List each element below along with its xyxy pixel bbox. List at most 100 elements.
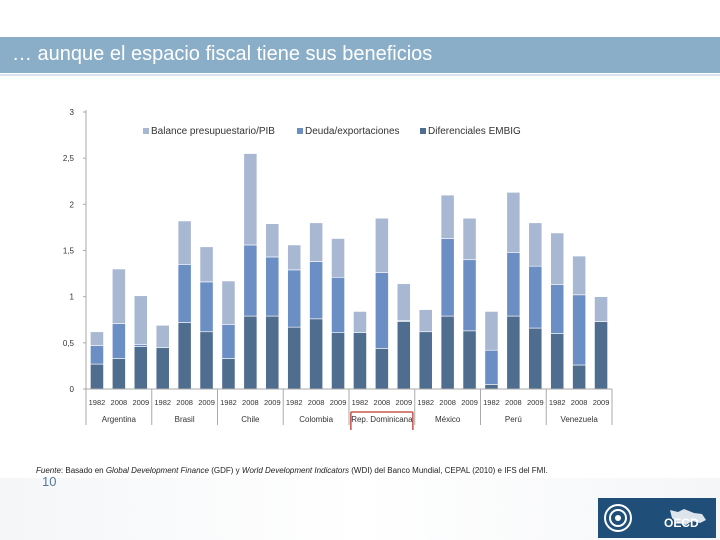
bar-segment xyxy=(594,321,608,390)
bar-segment xyxy=(155,324,170,348)
x-year-label: 1982 xyxy=(154,398,171,407)
x-year-label: 2008 xyxy=(308,398,325,407)
legend-swatch xyxy=(143,128,149,134)
highlight-box xyxy=(350,411,414,430)
x-year-label: 2008 xyxy=(505,398,522,407)
bar-segment xyxy=(440,238,455,317)
legend-label: Diferenciales EMBIG xyxy=(428,126,521,137)
bar-segment xyxy=(572,255,586,296)
bar-segment xyxy=(528,222,543,267)
bars xyxy=(90,153,608,390)
bar-segment xyxy=(221,280,236,325)
x-year-label: 2008 xyxy=(242,398,259,407)
bar-segment xyxy=(462,330,477,390)
bar-segment xyxy=(90,363,104,390)
bar-segment xyxy=(396,321,411,390)
source-note: Fuente: Basado en Global Development Fin… xyxy=(36,466,548,475)
bar-segment xyxy=(353,332,367,390)
x-year-label: 1982 xyxy=(89,398,106,407)
x-year-label: 2008 xyxy=(571,398,588,407)
x-axis: 1982 2008 2009 1982 2008 2009 1982 2008 2009 1982… xyxy=(85,388,613,430)
bar-segment xyxy=(440,194,455,239)
bar-segment xyxy=(528,265,543,329)
bar-segment xyxy=(396,283,411,321)
bar-segment xyxy=(331,332,345,390)
y-tick-label: 2 xyxy=(70,200,75,209)
bar-segment xyxy=(440,315,455,390)
legend-label: Balance presupuestario/PIB xyxy=(151,126,275,137)
x-country-label: Rep. Dominicana xyxy=(351,415,413,424)
x-year-label: 1982 xyxy=(352,398,369,407)
bar-segment xyxy=(199,331,214,390)
chart-legend: Balance presupuestario/PIB Deuda/exportac… xyxy=(143,126,521,137)
bar-segment xyxy=(550,333,565,390)
legend-swatch xyxy=(420,128,426,134)
source-part: (GDF) y xyxy=(209,466,242,475)
x-year-label: 1982 xyxy=(417,398,434,407)
page-number: 10 xyxy=(42,474,57,489)
bar-segment xyxy=(572,364,586,390)
bar-segment xyxy=(155,347,170,390)
bar-segment xyxy=(90,345,104,365)
y-tick-label: 0,5 xyxy=(63,339,75,348)
x-country-label: Chile xyxy=(241,415,260,424)
bar-segment xyxy=(550,232,565,285)
source-part: : Basado en xyxy=(60,466,106,475)
legend-label: Deuda/exportaciones xyxy=(305,126,400,137)
bar-segment xyxy=(221,358,236,390)
bar-segment xyxy=(221,324,236,359)
bar-segment xyxy=(243,153,258,246)
stacked-bar-chart: Balance presupuestario/PIB Deuda/exportac… xyxy=(63,108,613,430)
y-tick-label: 0 xyxy=(70,385,75,394)
x-year-label: 2009 xyxy=(593,398,610,407)
bar-segment xyxy=(462,259,477,332)
source-part: Fuente xyxy=(36,466,61,475)
bar-segment xyxy=(374,217,389,273)
x-year-label: 2009 xyxy=(461,398,478,407)
bar-segment xyxy=(112,268,126,324)
bar-segment xyxy=(199,246,214,283)
x-country-label: Brasil xyxy=(175,415,195,424)
bar-segment xyxy=(287,326,302,390)
y-tick-label: 3 xyxy=(70,108,75,117)
source-part: (WDI) del Banco Mundial, CEPAL (2010) e … xyxy=(349,466,548,475)
bar-segment xyxy=(484,384,499,390)
x-year-label: 2009 xyxy=(395,398,412,407)
x-country-label: Colombia xyxy=(299,415,333,424)
x-country-label: Venezuela xyxy=(560,415,598,424)
bar-segment xyxy=(265,315,280,390)
bar-segment xyxy=(243,315,258,390)
x-year-label: 1982 xyxy=(549,398,566,407)
bar-segment xyxy=(177,220,192,265)
source-part: Global Development Finance xyxy=(105,466,209,475)
bar-segment xyxy=(177,322,192,390)
bar-segment xyxy=(418,331,433,390)
x-country-label: México xyxy=(435,415,461,424)
bar-segment xyxy=(90,331,104,346)
x-year-label: 1982 xyxy=(220,398,237,407)
oecd-logo-text: OECD xyxy=(664,516,699,530)
bar-segment xyxy=(309,261,323,320)
x-year-label: 2008 xyxy=(111,398,128,407)
x-year-label: 1982 xyxy=(483,398,500,407)
bar-segment xyxy=(177,264,192,323)
x-country-label: Argentina xyxy=(102,415,137,424)
bar-segment xyxy=(506,252,521,317)
y-tick-label: 1,5 xyxy=(63,247,75,256)
bar-segment xyxy=(133,295,148,345)
x-year-label: 2009 xyxy=(330,398,347,407)
bar-segment xyxy=(287,269,302,328)
x-year-label: 2009 xyxy=(132,398,149,407)
x-year-label: 2008 xyxy=(439,398,456,407)
title-underline xyxy=(0,74,720,76)
bar-segment xyxy=(572,294,586,366)
bar-segment xyxy=(133,346,148,390)
y-tick-label: 2,5 xyxy=(63,154,75,163)
bar-segment xyxy=(528,327,543,390)
bar-segment xyxy=(112,323,126,359)
bar-segment xyxy=(484,349,499,385)
bar-segment xyxy=(265,256,280,317)
y-axis: 0 0,5 1 1,5 2 2,5 3 xyxy=(63,108,87,394)
bar-segment xyxy=(506,192,521,253)
bar-segment xyxy=(374,272,389,349)
